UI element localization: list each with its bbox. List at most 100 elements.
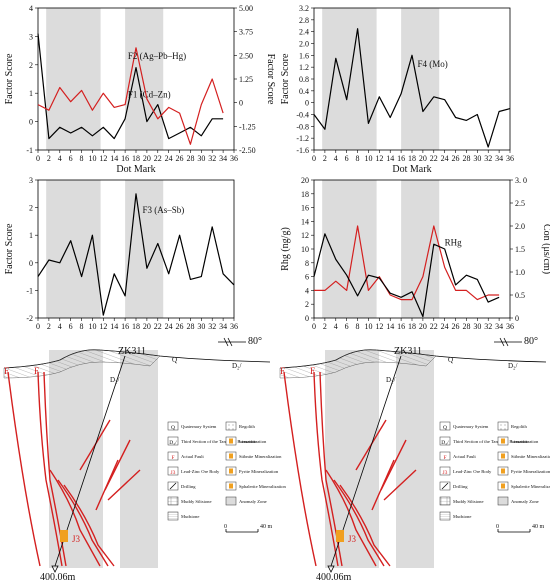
legend-label: Pyrite Mineralization	[511, 469, 550, 474]
legend-label: Limonitization	[239, 439, 267, 444]
legend-right: Q Quaternary System Regolith D₂/Third Secti…	[439, 421, 550, 533]
x-tick-label: 22	[430, 154, 438, 163]
x-tick-label: 30	[197, 322, 205, 331]
x-tick-label: 16	[397, 322, 405, 331]
x-tick-label: 0	[312, 154, 316, 163]
y-axis-label: Factor Score	[280, 53, 291, 104]
y-tick-label: 3	[29, 32, 33, 41]
x-tick-label: 26	[452, 154, 460, 163]
series-label-1: RHg	[445, 238, 463, 248]
x-tick-label: 10	[364, 322, 372, 331]
anomaly-shade-d	[396, 350, 434, 568]
x-tick-label: 34	[495, 154, 503, 163]
y-tick-label-right: 0.5	[515, 291, 525, 300]
x-tick-label: 2	[323, 322, 327, 331]
x-tick-label: 18	[408, 322, 416, 331]
legend-swatch	[497, 496, 509, 506]
legend-swatch	[167, 511, 179, 521]
x-tick-label: 4	[58, 322, 62, 331]
legend-swatch	[439, 421, 451, 431]
series-label-1: F2 (Ag–Pb–Hg)	[128, 51, 186, 61]
orebody-label-left: J3	[72, 534, 81, 544]
legend-swatch	[497, 421, 509, 431]
legend-symbol: F	[171, 455, 174, 461]
anomaly-shade-b	[120, 350, 158, 568]
y-tick-label: 0	[29, 118, 33, 127]
legend-symbol: D₂/	[169, 440, 177, 446]
legend-drill-mark	[441, 482, 449, 490]
x-tick-label: 24	[165, 322, 173, 331]
y-tick-label: 2	[29, 204, 33, 213]
x-tick-label: 30	[197, 154, 205, 163]
formation-d-left-2: D₂/	[110, 376, 119, 384]
formation-d-left: D₂/	[232, 362, 241, 370]
y-tick-label: 0.8	[299, 75, 309, 84]
legend-swatch	[439, 436, 451, 446]
y-tick-label: 14	[301, 217, 309, 226]
legend-symbol: J3	[171, 470, 176, 476]
legend-swatch	[439, 451, 451, 461]
y-tick-label: 8	[305, 259, 309, 268]
y-tick-label: -1	[26, 286, 33, 295]
angle-tick-left-b	[227, 337, 233, 347]
legend-mineral-mark	[501, 468, 505, 474]
x-tick-label: 18	[132, 322, 140, 331]
x-tick-label: 8	[80, 322, 84, 331]
x-tick-label: 34	[219, 154, 227, 163]
series-line-0	[37, 193, 235, 316]
series-line-1	[313, 233, 500, 318]
y-tick-label: -0.8	[296, 122, 309, 131]
legend-label: Sphalerite Mineralization	[239, 484, 287, 489]
legend-label: Stibnite Mineralization	[239, 454, 282, 459]
y-axis-label-right: Factor Score	[265, 54, 276, 105]
legend-label: Mudstone	[181, 514, 199, 519]
x-tick-label: 36	[230, 154, 238, 163]
x-tick-label: 28	[186, 154, 194, 163]
strata-band	[3, 349, 161, 379]
series-label-0: F1 (Cd–Zn)	[128, 89, 171, 99]
legend-mineral-mark	[229, 468, 233, 474]
legend-swatch	[225, 421, 237, 431]
x-tick-label: 4	[334, 154, 338, 163]
x-tick-label: 32	[484, 322, 492, 331]
series-label-0: F4 (Mo)	[417, 59, 447, 69]
anomaly-band-0	[46, 8, 101, 150]
y-tick-label: 0.4	[299, 87, 309, 96]
y-tick-label: 3	[29, 176, 33, 185]
x-tick-label: 16	[121, 154, 129, 163]
y-tick-label: 6	[305, 273, 309, 282]
y-tick-label: 1.2	[299, 63, 309, 72]
legend-label: Pyrite Mineralization	[239, 469, 279, 474]
legend-label: Lead-Zinc Ore Body	[453, 469, 492, 474]
y-tick-label-right: -1.25	[239, 122, 256, 131]
legend-mineral-mark	[501, 438, 505, 444]
y-tick-label-right: 2.0	[515, 222, 525, 231]
x-tick-label: 16	[121, 322, 129, 331]
legend-swatch	[167, 466, 179, 476]
x-tick-label: 22	[154, 154, 162, 163]
x-tick-label: 6	[69, 154, 73, 163]
borehole-label-right: ZK311	[394, 346, 422, 357]
y-axis-label: Factor Score	[4, 53, 15, 104]
legend-label: Drilling	[181, 484, 196, 489]
legend-label: Drilling	[453, 484, 468, 489]
angle-label-left: 80°	[248, 336, 262, 347]
strata-band-right	[279, 349, 437, 379]
y-tick-label: 2	[29, 61, 33, 70]
x-tick-label: 28	[462, 322, 470, 331]
x-tick-label: 4	[58, 154, 62, 163]
legend-label: Mudstone	[453, 514, 471, 519]
legend-symbol: Q	[443, 425, 447, 431]
angle-tick-right-a	[499, 337, 505, 347]
y-tick-label-right: 0	[515, 314, 519, 323]
legend-label: Limonitization	[511, 439, 539, 444]
x-tick-label: 32	[208, 154, 216, 163]
formation-d-right-2: D₂/	[386, 376, 395, 384]
legend-swatch	[167, 451, 179, 461]
series-label-0: F3 (As–Sb)	[143, 205, 185, 215]
x-tick-label: 36	[506, 154, 514, 163]
y-tick-label: 3.2	[299, 4, 309, 13]
legend-swatch	[167, 436, 179, 446]
legend-label: Anomaly Zone	[239, 499, 267, 504]
